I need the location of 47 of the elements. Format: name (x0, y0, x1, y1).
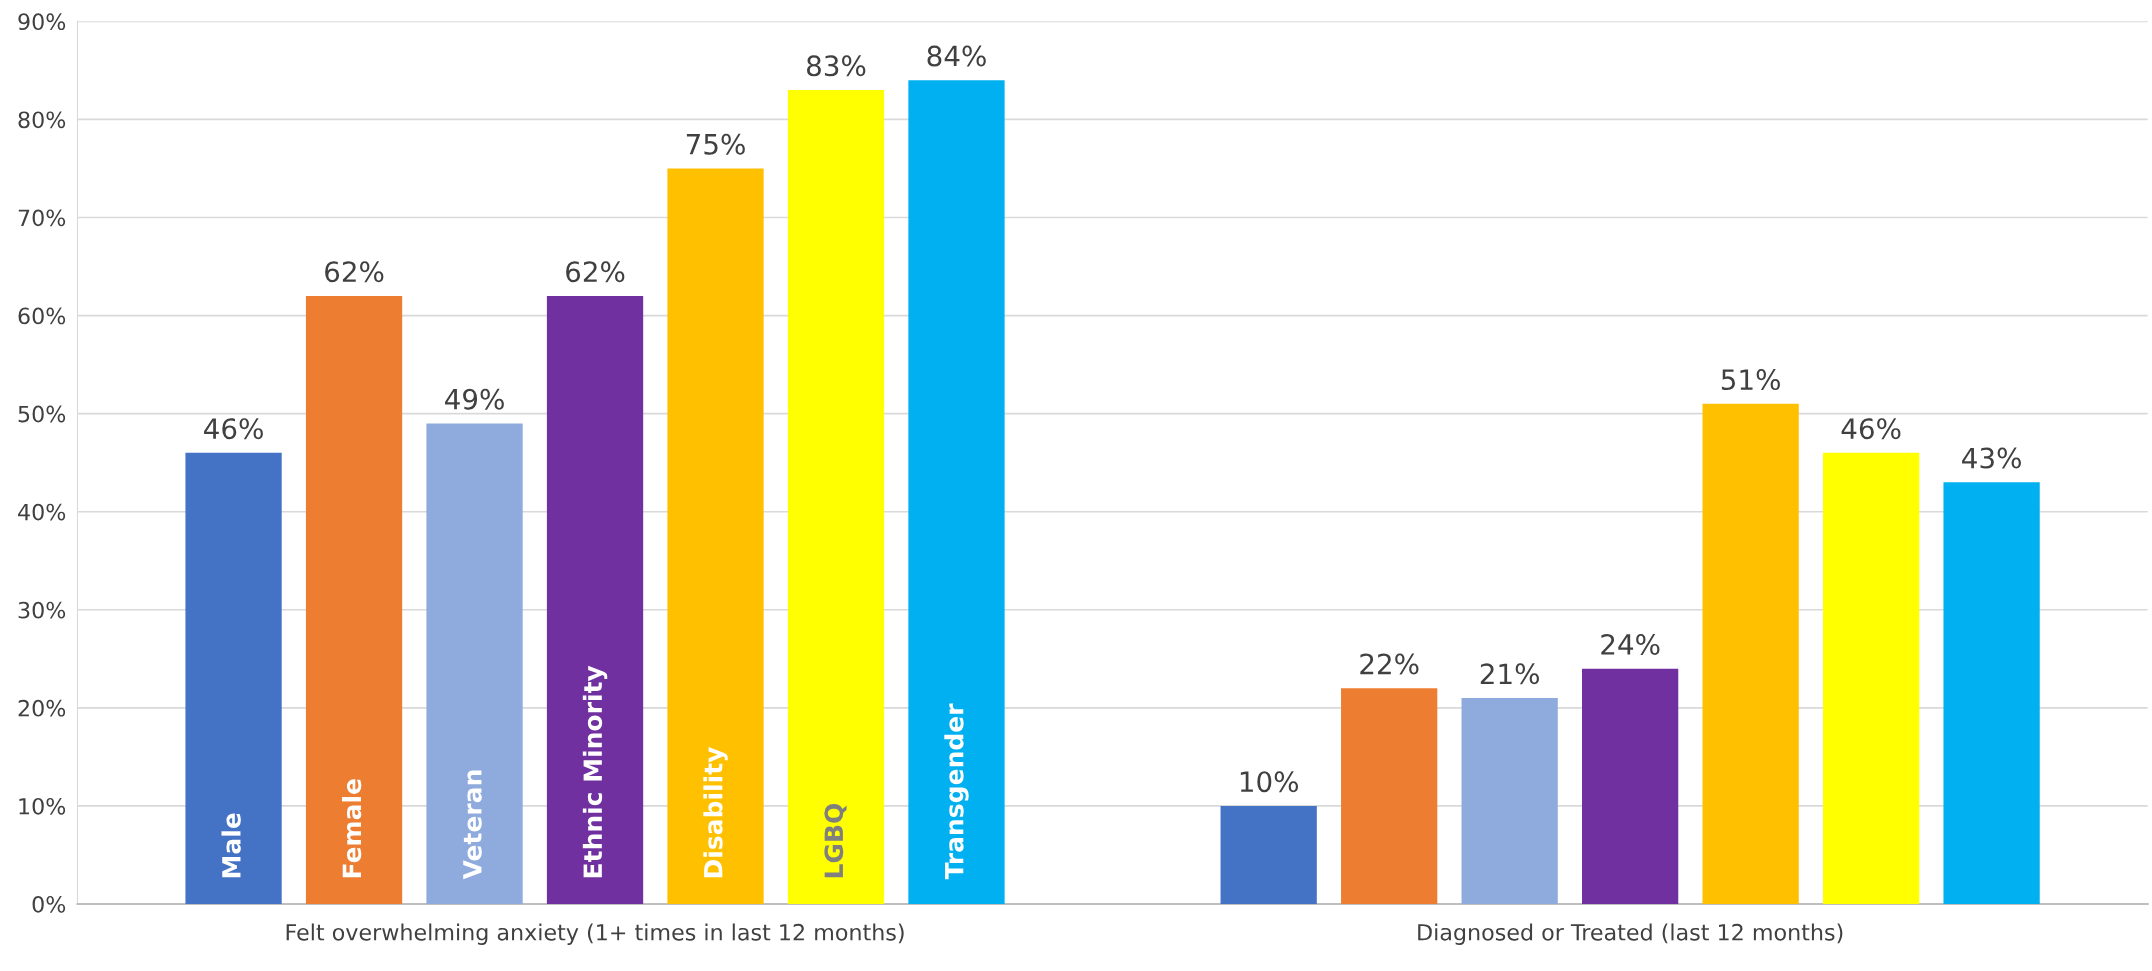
bar (1461, 698, 1558, 904)
x-tick-label: Felt overwhelming anxiety (1+ times in last 12 months) (286, 923, 904, 945)
bar (1822, 452, 1920, 904)
data-label: 24% (1601, 633, 1660, 655)
series-label: Veteran (463, 770, 482, 880)
data-label: 83% (807, 55, 866, 77)
y-tick-label: 10% (19, 797, 66, 815)
bar (1582, 668, 1679, 904)
data-label: 10% (1240, 771, 1299, 793)
series-label: LGBQ (824, 803, 847, 878)
data-label: 49% (445, 388, 504, 410)
y-tick-label: 40% (18, 503, 66, 521)
y-tick-label: 60% (18, 307, 66, 325)
y-tick-label: 50% (18, 405, 66, 423)
series-label: Female (341, 779, 362, 878)
y-tick-label: 90% (18, 13, 66, 31)
y-tick-label: 70% (18, 209, 66, 227)
bar (667, 168, 764, 904)
y-tick-label: 0% (32, 895, 66, 913)
bar (546, 295, 644, 904)
data-label: 46% (204, 418, 263, 440)
data-label: 51% (1721, 369, 1780, 391)
bar (305, 295, 403, 904)
data-label: 46% (1841, 418, 1901, 440)
x-tick-label: Diagnosed or Treated (last 12 months) (1418, 923, 1843, 945)
y-tick-label: 80% (18, 111, 66, 129)
data-label: 84% (927, 45, 986, 67)
bar (908, 80, 1005, 904)
data-label: 22% (1360, 653, 1419, 675)
y-tick-label: 30% (18, 601, 66, 619)
data-label: 62% (325, 261, 384, 283)
series-label: Male (221, 813, 241, 878)
series-label: Ethnic Minority (582, 665, 608, 878)
data-label: 21% (1480, 663, 1539, 685)
bar (426, 423, 523, 904)
bar (1341, 688, 1438, 904)
series-label: Disability (703, 747, 728, 878)
bar (1943, 482, 2040, 904)
data-label: 75% (686, 133, 745, 155)
bar (185, 452, 282, 904)
series-label: Transgender (944, 703, 969, 880)
data-label: 43% (1962, 447, 2021, 469)
bar (787, 90, 885, 904)
bar (1220, 805, 1317, 904)
y-tick-label: 20% (18, 699, 66, 717)
bar (1702, 403, 1799, 904)
data-label: 62% (566, 261, 625, 283)
